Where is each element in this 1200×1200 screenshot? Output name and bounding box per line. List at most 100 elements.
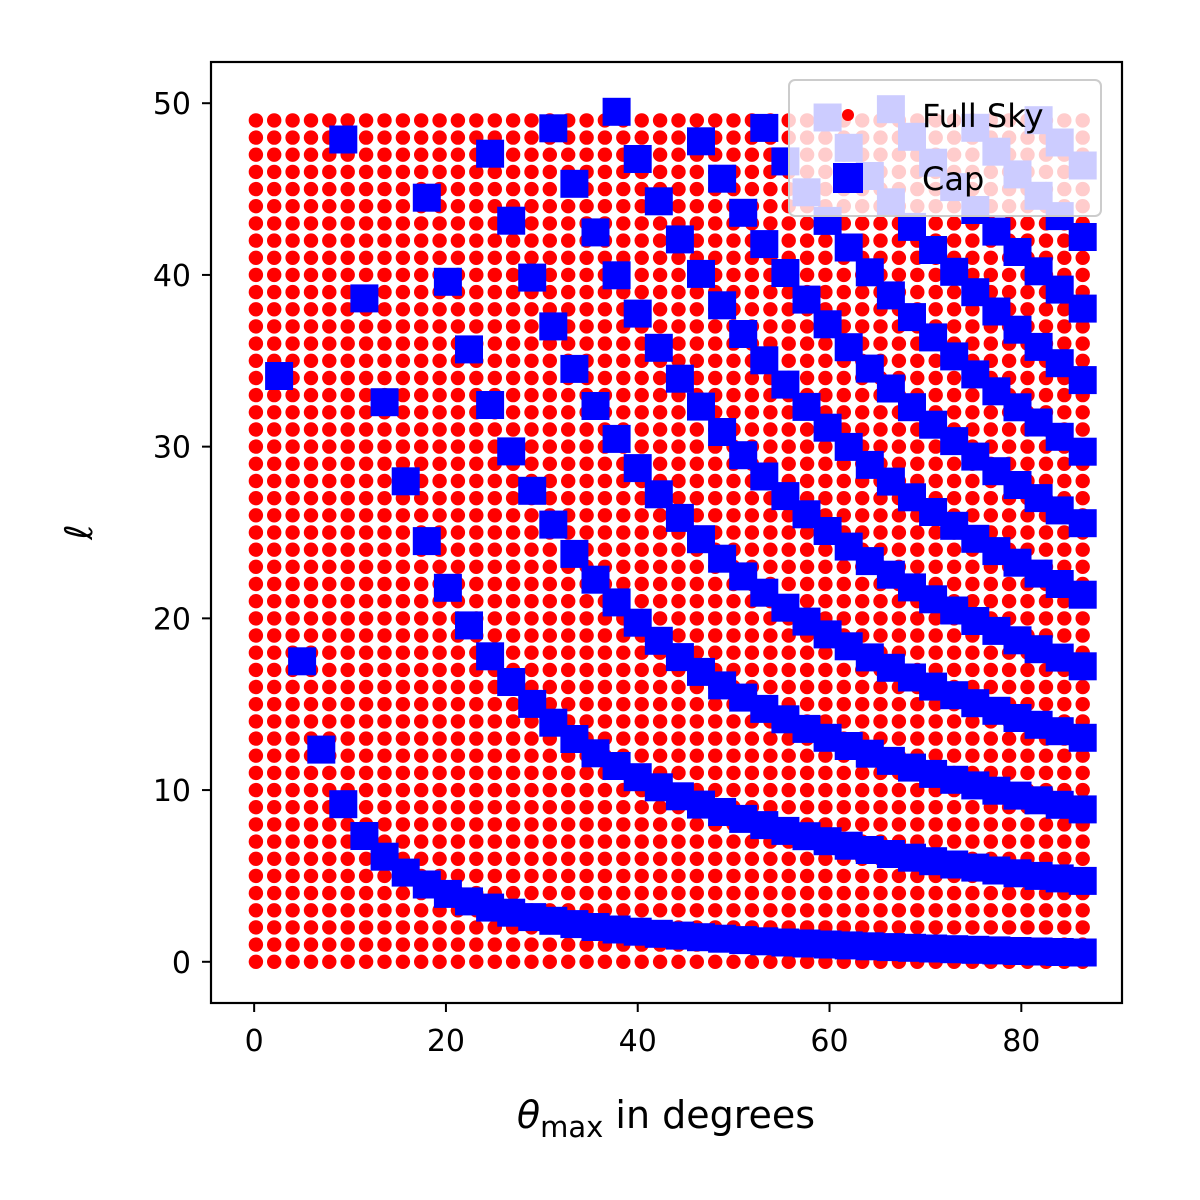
full-sky-point bbox=[340, 508, 355, 523]
full-sky-point bbox=[285, 611, 300, 626]
full-sky-point bbox=[818, 250, 833, 265]
full-sky-point bbox=[781, 233, 796, 248]
full-sky-point bbox=[671, 954, 686, 969]
full-sky-point bbox=[395, 216, 411, 231]
full-sky-point bbox=[763, 868, 778, 884]
full-sky-point bbox=[708, 868, 723, 884]
full-sky-point bbox=[744, 748, 760, 763]
full-sky-point bbox=[340, 731, 355, 746]
full-sky-point bbox=[524, 370, 539, 386]
full-sky-point bbox=[799, 800, 815, 815]
full-sky-point bbox=[799, 765, 815, 781]
full-sky-point bbox=[322, 370, 337, 386]
full-sky-point bbox=[469, 714, 484, 729]
full-sky-point bbox=[267, 164, 282, 180]
full-sky-point bbox=[708, 370, 723, 386]
full-sky-point bbox=[799, 576, 815, 592]
full-sky-point bbox=[763, 782, 778, 798]
cap-point bbox=[539, 114, 568, 143]
full-sky-point bbox=[561, 387, 576, 403]
cap-point bbox=[602, 424, 631, 453]
full-sky-point bbox=[873, 439, 888, 454]
full-sky-point bbox=[285, 697, 300, 712]
cap-point bbox=[1068, 294, 1097, 323]
full-sky-point bbox=[1001, 817, 1017, 832]
full-sky-point bbox=[1020, 920, 1035, 935]
full-sky-point bbox=[414, 697, 429, 712]
full-sky-point bbox=[910, 439, 925, 454]
full-sky-point bbox=[1020, 834, 1035, 849]
full-sky-point bbox=[616, 199, 631, 214]
cap-point bbox=[391, 467, 420, 496]
full-sky-point bbox=[395, 508, 411, 523]
full-sky-point bbox=[524, 731, 539, 746]
full-sky-point bbox=[873, 508, 888, 523]
full-sky-point bbox=[414, 662, 429, 678]
full-sky-point bbox=[395, 679, 411, 695]
full-sky-point bbox=[414, 353, 429, 368]
full-sky-point bbox=[340, 714, 355, 729]
full-sky-point bbox=[1001, 422, 1017, 437]
full-sky-point bbox=[322, 387, 337, 403]
full-sky-point bbox=[689, 954, 704, 969]
full-sky-point bbox=[340, 473, 355, 489]
full-sky-point bbox=[744, 181, 760, 197]
full-sky-point bbox=[469, 302, 484, 317]
full-sky-point bbox=[818, 542, 833, 557]
full-sky-point bbox=[267, 679, 282, 695]
full-sky-point bbox=[579, 267, 594, 283]
full-sky-point bbox=[505, 422, 521, 437]
full-sky-point bbox=[450, 113, 466, 128]
full-sky-point bbox=[634, 508, 649, 523]
full-sky-point bbox=[781, 216, 796, 231]
full-sky-point bbox=[689, 439, 704, 454]
full-sky-point bbox=[818, 370, 833, 386]
full-sky-point bbox=[891, 250, 907, 265]
full-sky-point bbox=[395, 611, 411, 626]
full-sky-point bbox=[358, 885, 374, 901]
full-sky-point bbox=[303, 714, 319, 729]
full-sky-point bbox=[358, 679, 374, 695]
full-sky-point bbox=[561, 267, 576, 283]
full-sky-point bbox=[303, 387, 319, 403]
full-sky-point bbox=[873, 903, 888, 918]
full-sky-point bbox=[395, 800, 411, 815]
cap-point bbox=[792, 285, 821, 314]
full-sky-point bbox=[248, 525, 264, 540]
full-sky-point bbox=[671, 267, 686, 283]
full-sky-point bbox=[432, 405, 447, 420]
full-sky-point bbox=[799, 903, 815, 918]
full-sky-point bbox=[597, 714, 613, 729]
full-sky-point bbox=[285, 284, 300, 300]
full-sky-point bbox=[248, 267, 264, 283]
full-sky-point bbox=[652, 267, 668, 283]
full-sky-point bbox=[285, 302, 300, 317]
full-sky-point bbox=[652, 903, 668, 918]
full-sky-point bbox=[469, 491, 484, 506]
full-sky-point bbox=[689, 164, 704, 180]
full-sky-point bbox=[358, 868, 374, 884]
full-sky-point bbox=[744, 885, 760, 901]
full-sky-point bbox=[340, 422, 355, 437]
full-sky-point bbox=[414, 628, 429, 643]
full-sky-point bbox=[671, 885, 686, 901]
full-sky-point bbox=[1038, 697, 1054, 712]
full-sky-point bbox=[377, 800, 392, 815]
full-sky-point bbox=[597, 508, 613, 523]
full-sky-point bbox=[781, 559, 796, 574]
full-sky-point bbox=[432, 370, 447, 386]
full-sky-point bbox=[285, 233, 300, 248]
full-sky-point bbox=[708, 714, 723, 729]
full-sky-point bbox=[652, 559, 668, 574]
full-sky-point bbox=[634, 250, 649, 265]
full-sky-point bbox=[597, 319, 613, 334]
full-sky-point bbox=[377, 748, 392, 763]
full-sky-point bbox=[322, 216, 337, 231]
full-sky-point bbox=[432, 456, 447, 471]
full-sky-point bbox=[818, 662, 833, 678]
full-sky-point bbox=[377, 594, 392, 609]
full-sky-point bbox=[726, 628, 741, 643]
full-sky-point bbox=[1001, 885, 1017, 901]
full-sky-point bbox=[965, 250, 980, 265]
full-sky-point bbox=[855, 284, 870, 300]
